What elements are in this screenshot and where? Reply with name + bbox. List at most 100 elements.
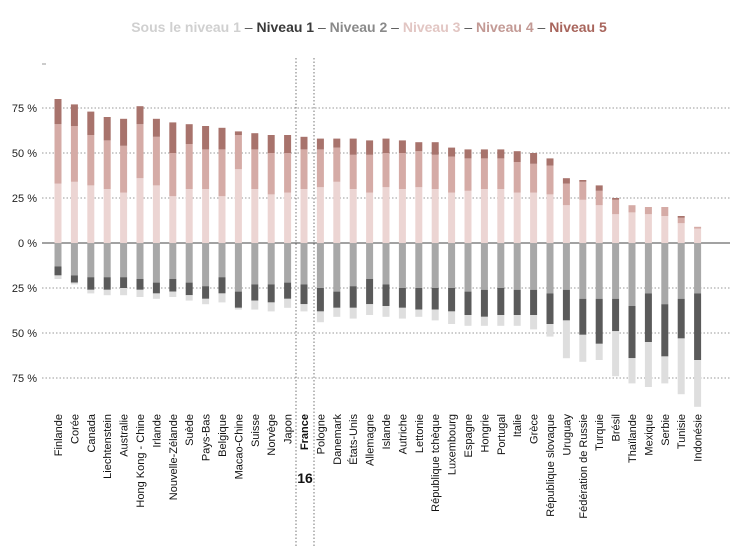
legend-separator: – xyxy=(533,19,550,35)
bar-niveau-2 xyxy=(87,243,95,278)
bar-niveau-1 xyxy=(628,306,636,359)
x-tick-label: Lettonie xyxy=(414,414,426,453)
bar-niveau-4 xyxy=(480,158,488,189)
bar-niveau-3 xyxy=(120,192,128,243)
bar-niveau-4 xyxy=(644,207,652,215)
bar-niveau-1 xyxy=(300,284,308,305)
bar-niveau-4 xyxy=(431,154,439,189)
bar-niveau-1 xyxy=(464,291,472,315)
bar-niveau-5 xyxy=(316,138,324,150)
bar-niveau-5 xyxy=(185,124,193,144)
bar-niveau-2 xyxy=(267,243,275,285)
x-tick-label: Belgique xyxy=(217,414,229,457)
bar-niveau-1 xyxy=(87,277,95,290)
bar-sous-le-niveau-1 xyxy=(70,282,78,285)
bar-sous-le-niveau-1 xyxy=(612,331,620,377)
bar-niveau-5 xyxy=(595,185,603,191)
bar-niveau-2 xyxy=(530,243,538,290)
bar-niveau-1 xyxy=(677,298,685,339)
bar-niveau-5 xyxy=(497,149,505,159)
bar-niveau-5 xyxy=(300,136,308,150)
bar-sous-le-niveau-1 xyxy=(54,275,62,279)
bar-niveau-2 xyxy=(612,243,620,299)
legend-separator: – xyxy=(460,19,477,35)
bar-niveau-4 xyxy=(300,149,308,189)
bar-niveau-2 xyxy=(54,243,62,267)
bar-niveau-3 xyxy=(169,196,177,243)
bar-niveau-5 xyxy=(464,149,472,159)
bar-niveau-4 xyxy=(169,153,177,197)
bar-niveau-3 xyxy=(251,189,259,243)
bar-niveau-3 xyxy=(464,190,472,243)
bar-niveau-5 xyxy=(431,142,439,155)
x-tick-label: Hong Kong - Chine xyxy=(135,414,147,508)
bar-niveau-3 xyxy=(234,169,242,243)
bar-niveau-4 xyxy=(366,154,374,193)
bar-niveau-4 xyxy=(333,147,341,182)
bar-niveau-5 xyxy=(251,133,259,150)
y-tick-label: 0 % xyxy=(18,238,37,250)
bar-niveau-5 xyxy=(333,138,341,148)
bar-niveau-2 xyxy=(202,243,210,287)
bar-niveau-2 xyxy=(497,243,505,288)
bar-niveau-4 xyxy=(234,135,242,170)
bar-niveau-3 xyxy=(497,189,505,243)
bar-niveau-2 xyxy=(234,243,242,292)
bar-niveau-2 xyxy=(415,243,423,288)
bar-sous-le-niveau-1 xyxy=(398,307,406,319)
bar-niveau-5 xyxy=(70,104,78,126)
bar-niveau-1 xyxy=(448,288,456,312)
bar-niveau-3 xyxy=(644,214,652,243)
bar-niveau-3 xyxy=(152,185,160,243)
bar-niveau-4 xyxy=(661,207,669,216)
bar-niveau-4 xyxy=(398,153,406,189)
bar-niveau-2 xyxy=(120,243,128,278)
bar-niveau-3 xyxy=(87,185,95,243)
bar-niveau-4 xyxy=(267,153,275,195)
bar-niveau-3 xyxy=(595,205,603,243)
bar-niveau-4 xyxy=(251,149,259,189)
bar-niveau-2 xyxy=(300,243,308,285)
bar-sous-le-niveau-1 xyxy=(120,288,128,296)
bar-niveau-1 xyxy=(316,288,324,312)
bar-niveau-1 xyxy=(398,288,406,308)
bar-niveau-1 xyxy=(267,284,275,303)
bar-niveau-4 xyxy=(284,153,292,193)
bar-niveau-3 xyxy=(694,228,702,243)
bar-sous-le-niveau-1 xyxy=(644,342,652,387)
bar-sous-le-niveau-1 xyxy=(628,358,636,384)
bar-niveau-1 xyxy=(202,286,210,299)
bar-sous-le-niveau-1 xyxy=(382,306,390,317)
bar-sous-le-niveau-1 xyxy=(349,307,357,319)
x-tick-label: Corée xyxy=(69,414,81,444)
bar-sous-le-niveau-1 xyxy=(267,302,275,312)
bar-niveau-1 xyxy=(579,298,587,335)
bar-niveau-3 xyxy=(333,181,341,243)
legend-item: Niveau 4 xyxy=(476,19,534,35)
y-tick-label: 25 % xyxy=(12,283,37,295)
bar-niveau-2 xyxy=(513,243,521,290)
bar-niveau-5 xyxy=(234,131,242,135)
legend-item: Niveau 3 xyxy=(402,19,461,35)
bar-niveau-2 xyxy=(579,243,587,299)
x-tick-label: Fédération de Russie xyxy=(578,414,590,519)
x-tick-label: Finlande xyxy=(53,414,65,456)
x-tick-label: États-Unis xyxy=(347,414,360,465)
bar-niveau-1 xyxy=(333,291,341,308)
bar-niveau-1 xyxy=(546,293,554,324)
y-tick-label: 75 % xyxy=(12,373,37,385)
bar-niveau-3 xyxy=(415,187,423,243)
bar-niveau-4 xyxy=(382,153,390,188)
bar-niveau-5 xyxy=(415,142,423,152)
bar-sous-le-niveau-1 xyxy=(202,298,210,305)
bar-niveau-1 xyxy=(595,298,603,344)
bar-niveau-3 xyxy=(366,192,374,243)
bar-niveau-1 xyxy=(284,282,292,299)
x-tick-label: Brésil xyxy=(611,414,623,442)
bar-niveau-3 xyxy=(612,214,620,243)
bar-niveau-1 xyxy=(70,275,78,283)
x-tick-label: République tchèque xyxy=(430,414,442,512)
bar-niveau-1 xyxy=(612,298,620,332)
bar-niveau-4 xyxy=(694,226,702,229)
bar-niveau-2 xyxy=(595,243,603,299)
